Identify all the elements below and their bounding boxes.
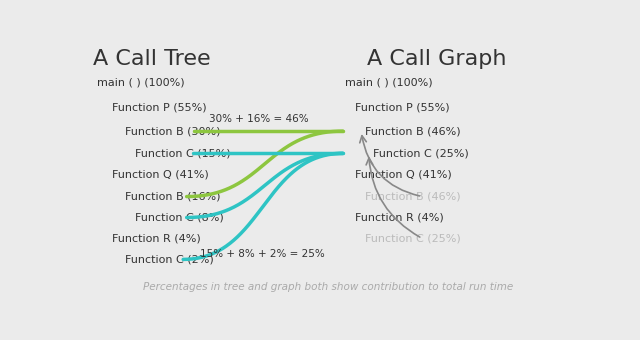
Text: Function B (46%): Function B (46%) — [365, 191, 461, 202]
Text: Function C (15%): Function C (15%) — [134, 148, 230, 158]
Text: Function R (4%): Function R (4%) — [355, 212, 444, 222]
Text: Function B (30%): Function B (30%) — [125, 126, 220, 136]
Text: Function Q (41%): Function Q (41%) — [355, 169, 452, 179]
Text: 30% + 16% = 46%: 30% + 16% = 46% — [209, 114, 308, 124]
Text: Function B (16%): Function B (16%) — [125, 191, 220, 202]
Text: main ( ) (100%): main ( ) (100%) — [97, 78, 185, 88]
Text: Function P (55%): Function P (55%) — [112, 103, 207, 113]
Text: Function Q (41%): Function Q (41%) — [112, 169, 209, 179]
Text: Function C (8%): Function C (8%) — [134, 212, 223, 222]
Text: Function C (25%): Function C (25%) — [365, 234, 461, 243]
Text: A Call Graph: A Call Graph — [367, 49, 507, 69]
Text: Function B (46%): Function B (46%) — [365, 126, 461, 136]
Text: A Call Tree: A Call Tree — [93, 49, 211, 69]
Text: Function C (25%): Function C (25%) — [372, 148, 468, 158]
Text: main ( ) (100%): main ( ) (100%) — [346, 78, 433, 88]
Text: 15% + 8% + 2% = 25%: 15% + 8% + 2% = 25% — [200, 249, 325, 259]
Text: Percentages in tree and graph both show contribution to total run time: Percentages in tree and graph both show … — [143, 282, 513, 292]
Text: Function C (2%): Function C (2%) — [125, 254, 213, 265]
Text: Function R (4%): Function R (4%) — [112, 234, 201, 243]
Text: Function P (55%): Function P (55%) — [355, 103, 450, 113]
